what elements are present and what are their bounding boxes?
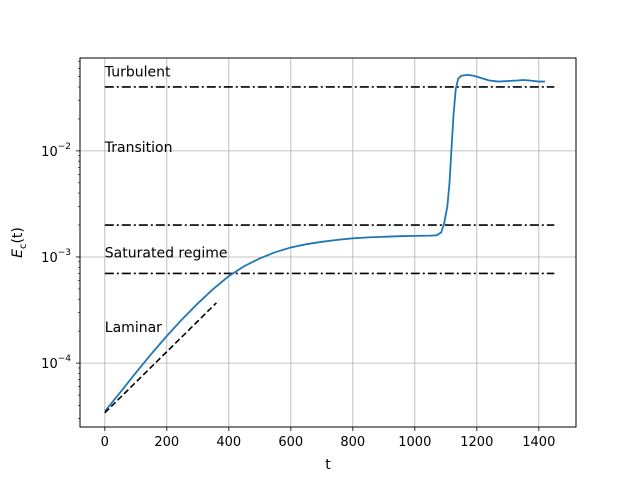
x-axis: 0 200 400 600 800 1000 1200 1400 bbox=[101, 427, 555, 450]
plot-frame bbox=[79, 57, 577, 428]
x-tick-label: 1000 bbox=[398, 435, 431, 450]
x-tick-label: 400 bbox=[216, 435, 241, 450]
region-label: Turbulent bbox=[104, 65, 171, 81]
y-tick-label: 10−4 bbox=[41, 354, 71, 372]
y-tick-label: 10−2 bbox=[41, 142, 71, 160]
series-lines bbox=[104, 73, 545, 414]
x-tick-label: 1400 bbox=[522, 435, 555, 450]
y-axis-label: Ec(t) bbox=[10, 227, 29, 258]
x-tick-label: 1200 bbox=[460, 435, 493, 450]
region-label: Laminar bbox=[105, 320, 162, 336]
y-axis: 10−4 10−3 10−2 bbox=[41, 60, 80, 419]
x-tick-label: 200 bbox=[154, 435, 179, 450]
growth-fit-line bbox=[104, 302, 217, 414]
y-tick-label: 10−3 bbox=[41, 248, 71, 266]
x-tick-label: 800 bbox=[340, 435, 365, 450]
grid bbox=[80, 58, 576, 427]
threshold-lines bbox=[104, 86, 555, 275]
x-tick-label: 0 bbox=[101, 435, 109, 450]
region-label: Transition bbox=[104, 140, 173, 156]
x-tick-label: 600 bbox=[278, 435, 303, 450]
region-annotations: Turbulent Transition Saturated regime Lamin… bbox=[104, 65, 228, 336]
energy-curve bbox=[104, 73, 545, 413]
x-axis-label: t bbox=[325, 457, 331, 473]
region-label: Saturated regime bbox=[105, 245, 228, 261]
